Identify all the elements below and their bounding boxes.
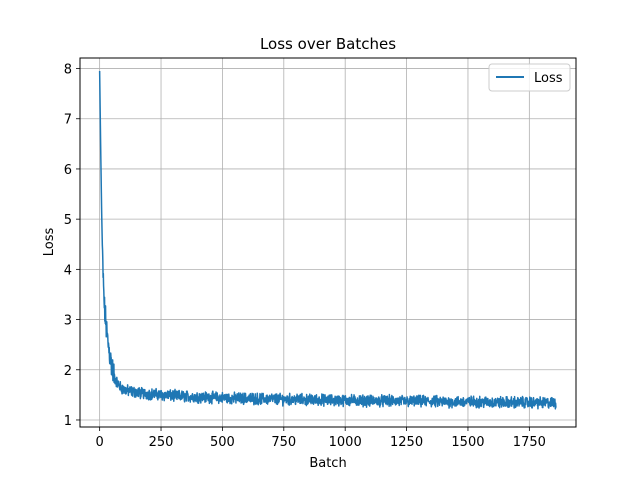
y-axis-label: Loss	[42, 228, 57, 257]
x-tick-label: 750	[271, 435, 296, 450]
x-tick-label: 1750	[513, 435, 546, 450]
y-tick-label: 3	[64, 314, 72, 329]
x-tick-label: 500	[210, 435, 235, 450]
x-axis: 0 250 500 750 1000 1250 1500 1750	[96, 427, 546, 450]
y-tick-label: 1	[64, 414, 72, 429]
series-line-loss	[98, 71, 557, 410]
y-tick-label: 5	[64, 213, 72, 228]
x-tick-label: 1500	[451, 435, 484, 450]
y-axis: 1 2 3 4 5 6 7 8	[64, 63, 80, 429]
series-layer	[98, 71, 557, 410]
plot-frame	[79, 57, 577, 428]
y-tick-label: 8	[64, 63, 72, 78]
grid	[80, 58, 576, 427]
legend-label-loss: Loss	[534, 71, 563, 86]
legend: Loss	[488, 63, 571, 92]
x-tick-label: 0	[96, 435, 104, 450]
y-tick-label: 2	[64, 364, 72, 379]
x-tick-label: 1000	[329, 435, 362, 450]
y-tick-label: 7	[64, 113, 72, 128]
x-tick-label: 1250	[390, 435, 423, 450]
y-tick-label: 4	[64, 263, 72, 278]
chart-title: Loss over Batches	[260, 35, 396, 53]
x-axis-label: Batch	[309, 456, 346, 471]
y-tick-label: 6	[64, 163, 72, 178]
legend-box	[488, 63, 571, 92]
x-tick-label: 250	[149, 435, 174, 450]
